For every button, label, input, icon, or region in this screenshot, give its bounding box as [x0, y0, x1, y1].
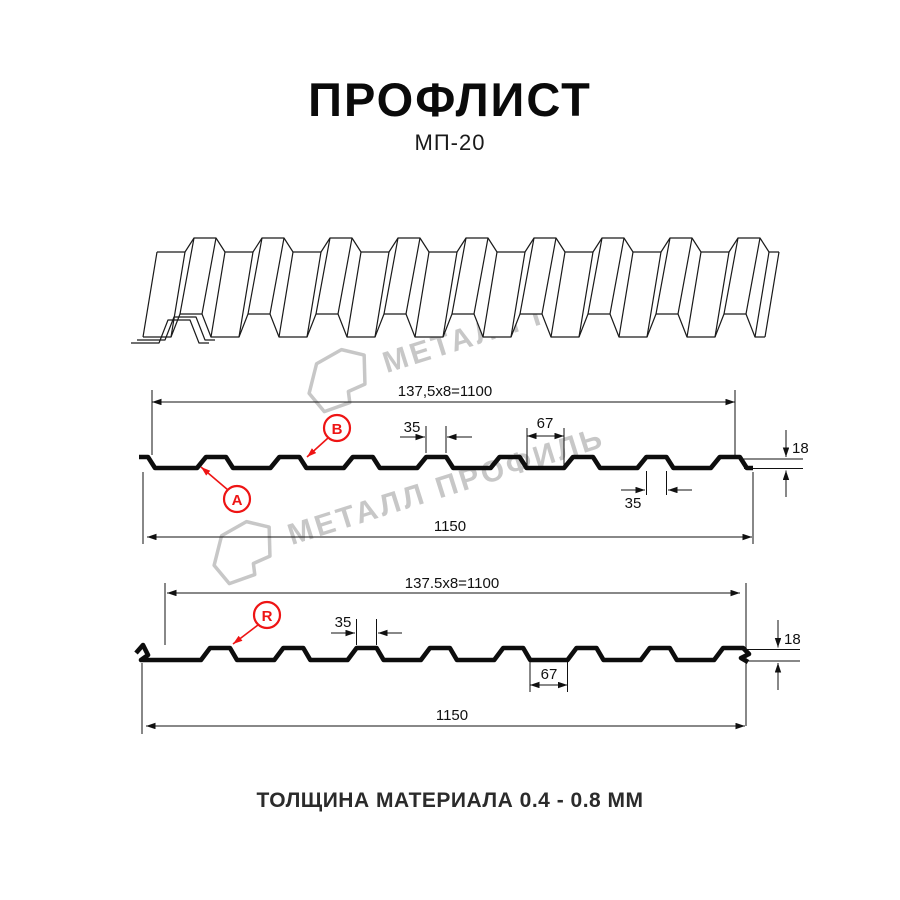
- dim-valley-67: 67: [529, 662, 568, 692]
- watermark-lower: МЕТАЛЛ ПРОФИЛЬ: [196, 408, 613, 593]
- dim-valley-67: 67: [526, 415, 565, 466]
- dim-label-overall: 1150: [434, 518, 466, 535]
- sheet-near-edge: [143, 313, 765, 338]
- callout-b-letter: B: [332, 421, 343, 438]
- dim-label-pitch: 137.5x8=1100: [405, 575, 499, 592]
- sheet-rib-lines: [142, 237, 780, 338]
- callout-a-letter: A: [232, 492, 243, 509]
- section-top-drawing: 137,5x8=1100 35 67 18 35 1150: [139, 383, 809, 544]
- profile-outline: [139, 454, 753, 471]
- dim-height-18: 18: [741, 620, 801, 690]
- sheet-cut-edge: [131, 316, 215, 344]
- sheet-surface: [143, 238, 779, 337]
- dim-pitch-top: 137,5x8=1100: [151, 383, 736, 455]
- callout-r: R: [232, 600, 282, 645]
- page-title: ПРОФЛИСТ: [308, 73, 592, 126]
- thickness-note: ТОЛЩИНА МАТЕРИАЛА 0.4 - 0.8 ММ: [256, 789, 644, 812]
- dim-label-valley: 67: [537, 415, 554, 432]
- brand-logo-icon: [307, 347, 367, 414]
- dim-label-height: 18: [784, 631, 801, 648]
- dim-overall-1150: 1150: [142, 472, 754, 544]
- dim-overall-1150: 1150: [141, 663, 745, 734]
- dim-label-pitch: 137,5x8=1100: [398, 383, 492, 400]
- callout-a: A: [200, 466, 252, 514]
- dim-label-rib-top: 35: [335, 614, 352, 631]
- section-bottom-drawing: 137.5x8=1100 35 67 18 1150 R: [134, 575, 801, 734]
- dim-rib-bottom-35: 35: [621, 471, 692, 512]
- dim-height-18: 18: [742, 430, 809, 497]
- dim-pitch-top: 137.5x8=1100: [164, 575, 747, 726]
- sheet-3d-drawing: [131, 237, 780, 344]
- dim-rib-top-35: 35: [400, 419, 472, 453]
- profile-outline: [134, 642, 752, 664]
- profile-model-code: МП-20: [414, 130, 486, 155]
- dim-label-overall: 1150: [436, 707, 468, 724]
- dim-label-valley: 67: [541, 666, 558, 683]
- dim-label-height: 18: [792, 440, 809, 457]
- callout-r-letter: R: [262, 608, 273, 625]
- sheet-far-edge: [157, 237, 779, 253]
- dim-label-rib-bottom: 35: [625, 495, 642, 512]
- dim-rib-top-35: 35: [331, 614, 402, 645]
- callout-b: B: [306, 413, 352, 458]
- dim-label-rib-top: 35: [404, 419, 421, 436]
- watermark-upper: МЕТАЛЛ ПРОФИЛЬ: [291, 236, 708, 421]
- brand-logo-icon: [212, 519, 272, 586]
